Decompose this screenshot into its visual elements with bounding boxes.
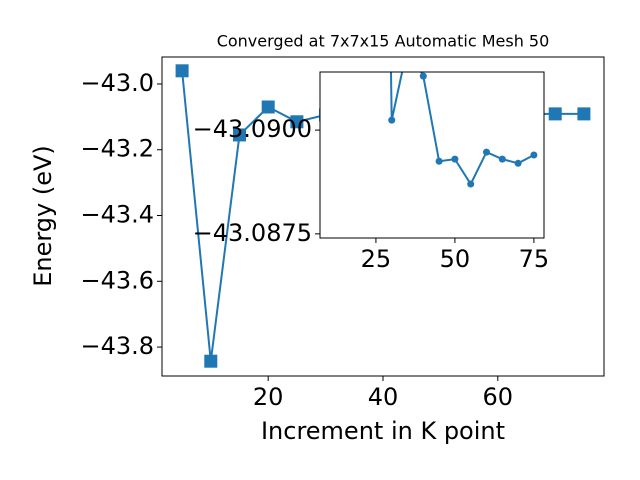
marker [467,180,475,188]
x-axis-label: Increment in K point [261,417,505,445]
marker [530,151,538,159]
marker [498,155,506,163]
x-tick-label: 20 [253,383,284,411]
x-tick-label: 40 [368,383,399,411]
marker [435,157,443,165]
y-tick-label: −43.8 [80,332,154,360]
marker [451,155,459,163]
axes-frame [161,56,605,377]
y-tick-label: −43.2 [80,135,154,163]
y-tick-label: −43.0 [80,69,154,97]
marker [482,148,490,156]
y-tick-label: −43.4 [80,201,154,229]
y-tick-label: −43.6 [80,266,154,294]
marker [388,116,396,124]
marker [175,64,189,78]
marker [419,72,427,80]
marker [290,115,304,129]
marker [577,107,591,121]
y-axis-label: Energy (eV) [29,145,57,287]
x-tick-label: 50 [440,245,471,273]
plot-layer [388,72,538,188]
chart-title: Converged at 7x7x15 Automatic Mesh 50 [217,32,550,51]
marker [261,100,275,114]
marker [232,128,246,142]
y-tick-label: −43.0900 [193,115,312,143]
y-tick-label: −43.0875 [193,219,312,247]
x-tick-label: 60 [483,383,514,411]
plot-area [320,72,544,238]
axes-frame [319,71,545,239]
marker [548,107,562,121]
x-tick-label: 75 [519,245,550,273]
marker [514,159,522,167]
x-tick-label: 25 [361,245,392,273]
marker [204,354,218,368]
